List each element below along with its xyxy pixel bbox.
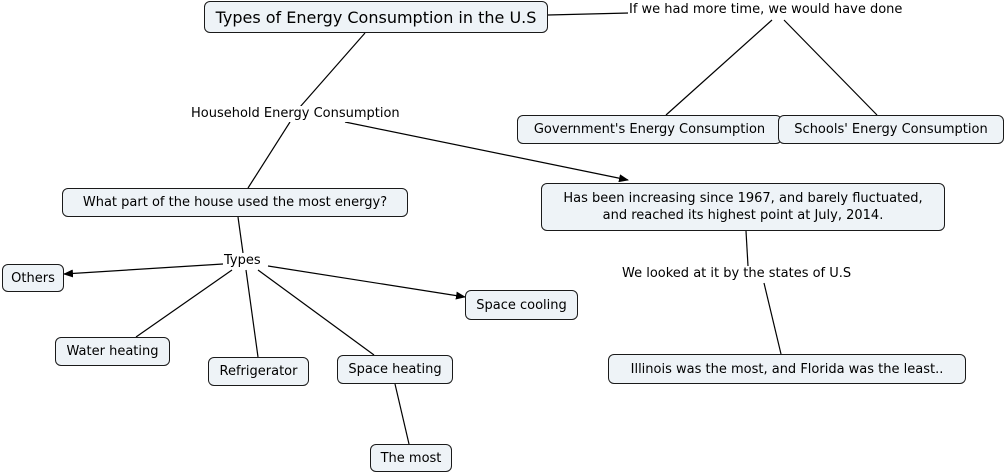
line-title-to-more-time [547, 12, 630, 16]
concept-the-most[interactable]: The most [370, 444, 452, 472]
concept-water-heating[interactable]: Water heating [55, 337, 170, 366]
line-household-to-question [247, 121, 291, 189]
line-types-to-space-heating [257, 269, 375, 356]
link-phrase-types: Types [223, 253, 262, 269]
concept-most-energy-question[interactable]: What part of the house used the most ene… [62, 188, 408, 217]
link-phrase-household: Household Energy Consumption [190, 106, 401, 122]
line-types-to-refrigerator [245, 269, 259, 358]
concept-others[interactable]: Others [2, 264, 64, 292]
concept-schools-energy[interactable]: Schools' Energy Consumption [778, 115, 1004, 144]
line-states-to-illinois [763, 282, 782, 355]
link-phrase-states: We looked at it by the states of U.S [621, 266, 853, 282]
line-more-time-to-schools [783, 19, 878, 116]
line-question-to-types [237, 216, 244, 254]
concept-govt-energy[interactable]: Government's Energy Consumption [517, 115, 782, 144]
line-types-to-water-heating [135, 269, 233, 338]
concept-space-heating[interactable]: Space heating [337, 355, 453, 384]
concept-refrigerator[interactable]: Refrigerator [208, 357, 309, 386]
line-more-time-to-govt [665, 19, 773, 116]
concept-increasing-since-1967[interactable]: Has been increasing since 1967, and bare… [541, 183, 945, 231]
line-title-to-household [299, 32, 366, 108]
link-phrase-more-time: If we had more time, we would have done [628, 2, 904, 18]
concept-illinois-florida[interactable]: Illinois was the most, and Florida was t… [608, 354, 966, 384]
arrow-types-to-others [63, 263, 224, 278]
line-space-heating-to-the-most [394, 383, 410, 445]
concept-title[interactable]: Types of Energy Consumption in the U.S [204, 1, 548, 33]
arrow-household-to-increasing [344, 121, 629, 183]
concept-space-cooling[interactable]: Space cooling [465, 290, 578, 320]
line-increasing-to-states [745, 230, 749, 267]
arrow-types-to-space-cooling [267, 265, 466, 300]
